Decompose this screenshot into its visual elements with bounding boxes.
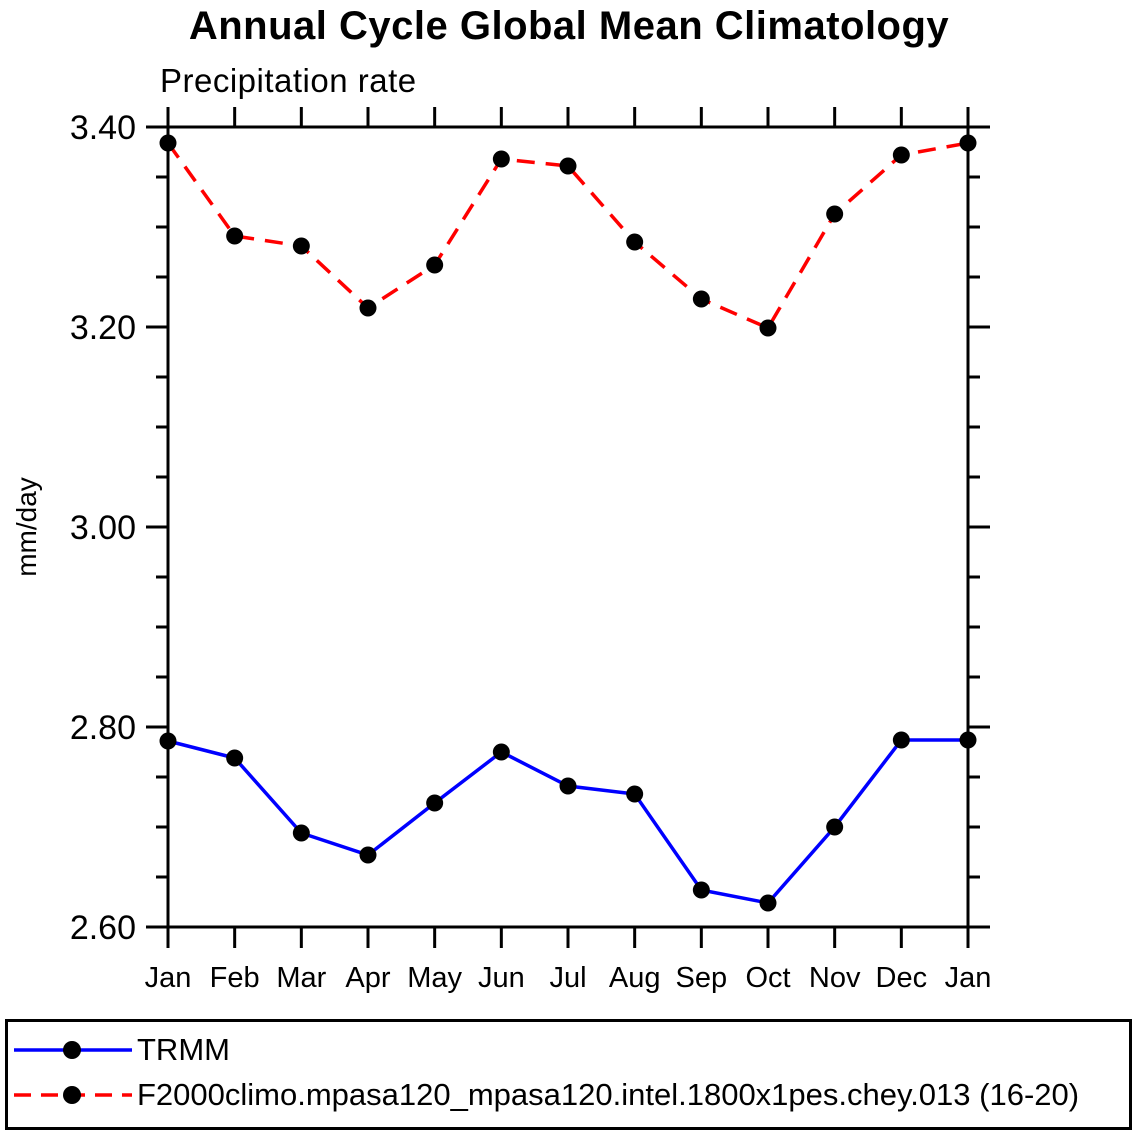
- series-0-marker: [559, 777, 577, 795]
- series-1-marker: [759, 319, 777, 337]
- y-tick-label: 3.20: [70, 309, 136, 347]
- x-tick-label: Sep: [676, 962, 728, 994]
- x-tick-label: Oct: [745, 962, 790, 994]
- y-tick-label: 2.80: [70, 709, 136, 747]
- plot-area: Jan Feb Mar Apr May Jun Jul Aug Sep Oct Nov Dec Jan 2…: [11, 107, 992, 994]
- x-tick-label: Jul: [549, 962, 586, 994]
- legend-entry-trmm: TRMM: [12, 1034, 230, 1066]
- series-1-marker: [426, 256, 444, 274]
- series-0-marker: [892, 731, 910, 749]
- chart-subtitle: Precipitation rate: [160, 62, 417, 99]
- x-tick-label: Jan: [145, 962, 192, 994]
- series-1-marker: [626, 233, 644, 251]
- x-tick-label: Jun: [478, 962, 525, 994]
- series-1-marker: [492, 150, 510, 168]
- series-0-marker: [826, 818, 844, 836]
- legend-sample-line-dashed: [14, 1086, 132, 1104]
- x-tick-label: Jan: [945, 962, 992, 994]
- chart-title: Annual Cycle Global Mean Climatology: [188, 4, 950, 48]
- series-1-marker: [359, 299, 377, 317]
- series-line-0: [167, 738, 968, 905]
- series-0-marker: [626, 785, 644, 803]
- legend-box: TRMM F2000climo.mpasa120_mpasa120.intel.…: [5, 1019, 1132, 1130]
- series-0-marker: [359, 846, 377, 864]
- legend-label-model-run: F2000climo.mpasa120_mpasa120.intel.1800x…: [137, 1077, 1080, 1112]
- series-0-marker: [159, 732, 177, 750]
- y-tick-label: 3.00: [70, 509, 136, 547]
- series-1-marker: [892, 146, 910, 164]
- series-0-marker: [492, 743, 510, 761]
- series-0-marker: [959, 731, 977, 749]
- series-0-marker: [692, 881, 710, 899]
- legend-entry-model-run: F2000climo.mpasa120_mpasa120.intel.1800x…: [12, 1079, 1079, 1111]
- series-1-marker: [226, 227, 244, 245]
- x-tick-label: Dec: [876, 962, 928, 994]
- series-0-marker: [292, 824, 310, 842]
- series-0-marker: [226, 749, 244, 767]
- series-1-marker: [826, 205, 844, 223]
- y-tick-label: 3.40: [70, 109, 136, 147]
- x-tick-label: Aug: [609, 962, 661, 994]
- x-tick-label: Apr: [345, 962, 390, 994]
- x-tick-label: Mar: [276, 962, 326, 994]
- series-1-marker: [692, 290, 710, 308]
- x-tick-label: May: [407, 962, 462, 994]
- series-1-marker: [559, 157, 577, 175]
- series-1-marker: [959, 134, 977, 152]
- series-1-marker: [159, 134, 177, 152]
- y-axis-label: mm/day: [11, 477, 42, 577]
- legend-label-trmm: TRMM: [137, 1032, 230, 1067]
- x-tick-label: Feb: [210, 962, 260, 994]
- y-tick-label: 2.60: [70, 909, 136, 947]
- series-0-marker: [759, 894, 777, 912]
- legend-sample-line-solid: [14, 1041, 132, 1059]
- x-tick-label: Nov: [809, 962, 861, 994]
- series-1-marker: [292, 237, 310, 255]
- series-0-marker: [426, 794, 444, 812]
